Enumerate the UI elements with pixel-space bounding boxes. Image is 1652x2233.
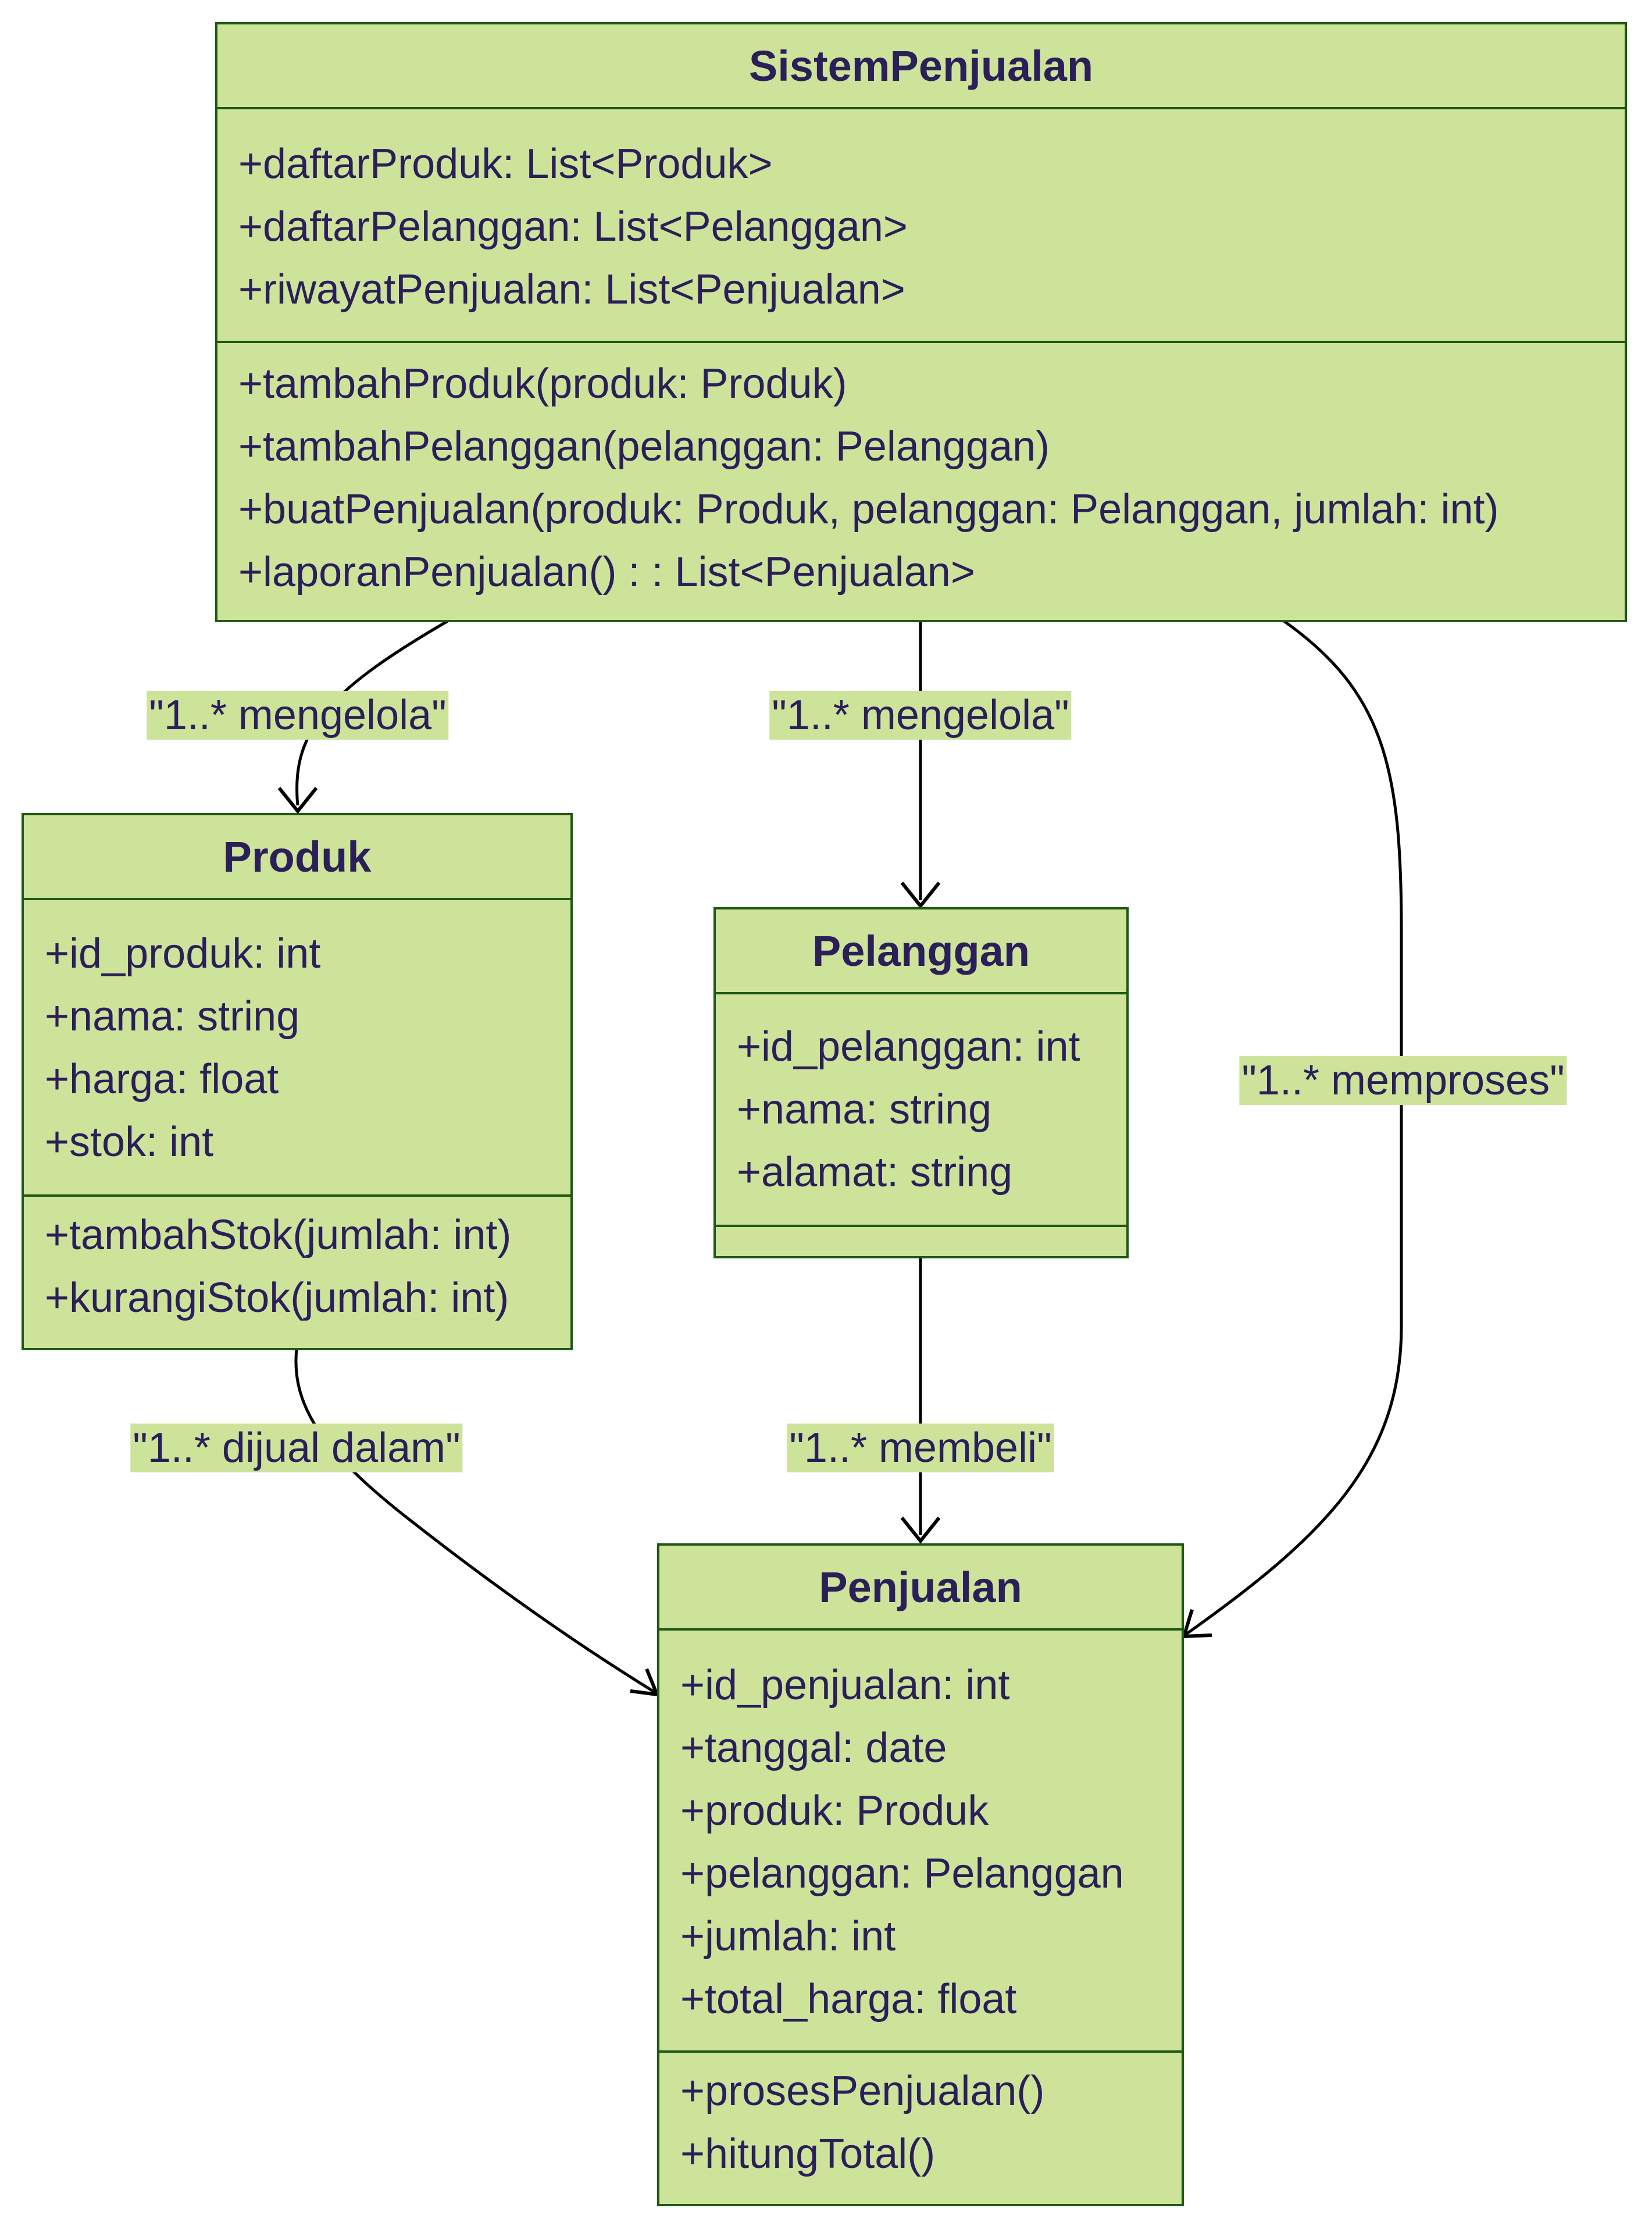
method: +laporanPenjualan() : : List<Penjualan> bbox=[238, 549, 975, 595]
attribute: +harga: float bbox=[45, 1056, 279, 1103]
attribute: +id_penjualan: int bbox=[680, 1662, 1010, 1708]
methods-section: +prosesPenjualan() +hitungTotal() bbox=[659, 2053, 1182, 2185]
attribute: +id_produk: int bbox=[45, 930, 321, 977]
arrowhead-produk bbox=[277, 787, 318, 814]
method: +buatPenjualan(produk: Produk, pelanggan… bbox=[238, 486, 1499, 533]
attribute: +total_harga: float bbox=[680, 1976, 1017, 2022]
attribute: +pelanggan: Pelanggan bbox=[680, 1850, 1124, 1897]
method: +prosesPenjualan() bbox=[680, 2068, 1045, 2114]
arrowhead-pelanggan bbox=[900, 882, 941, 909]
method: +tambahPelanggan(pelanggan: Pelanggan) bbox=[238, 423, 1050, 470]
edge-sistem-penjualan bbox=[1185, 619, 1403, 1636]
attribute: +id_pelanggan: int bbox=[737, 1023, 1080, 1070]
methods-section: +tambahProduk(produk: Produk) +tambahPel… bbox=[217, 343, 1625, 604]
label-produk-penjualan: "1..* dijual dalam" bbox=[130, 1424, 463, 1472]
class-name: SistemPenjualan bbox=[217, 24, 1625, 109]
attributes-section: +id_produk: int +nama: string +harga: fl… bbox=[24, 900, 570, 1197]
attribute: +jumlah: int bbox=[680, 1913, 896, 1960]
method: +tambahStok(jumlah: int) bbox=[45, 1212, 512, 1258]
attributes-section: +daftarProduk: List<Produk> +daftarPelan… bbox=[217, 109, 1625, 343]
attribute: +nama: string bbox=[45, 993, 300, 1040]
label-sistem-pelanggan: "1..* mengelola" bbox=[769, 691, 1072, 740]
class-produk: Produk +id_produk: int +nama: string +ha… bbox=[22, 813, 573, 1350]
method: +kurangiStok(jumlah: int) bbox=[45, 1275, 509, 1321]
attribute: +produk: Produk bbox=[680, 1788, 989, 1834]
method: +tambahProduk(produk: Produk) bbox=[238, 361, 847, 407]
attribute: +stok: int bbox=[45, 1119, 214, 1165]
attribute: +daftarPelanggan: List<Pelanggan> bbox=[238, 204, 908, 250]
class-sistem-penjualan: SistemPenjualan +daftarProduk: List<Prod… bbox=[215, 22, 1627, 622]
class-name: Pelanggan bbox=[716, 909, 1126, 994]
methods-section: +tambahStok(jumlah: int) +kurangiStok(ju… bbox=[24, 1197, 570, 1329]
edge-produk-penjualan bbox=[294, 1349, 656, 1694]
attribute: +nama: string bbox=[737, 1086, 992, 1133]
attribute: +tanggal: date bbox=[680, 1725, 947, 1771]
attributes-section: +id_penjualan: int +tanggal: date +produ… bbox=[659, 1631, 1182, 2053]
method: +hitungTotal() bbox=[680, 2131, 936, 2177]
class-name: Penjualan bbox=[659, 1546, 1182, 1631]
class-name: Produk bbox=[24, 815, 570, 900]
arrowhead-penjualan-top bbox=[900, 1517, 941, 1544]
arrowhead-penjualan-right bbox=[1181, 1609, 1212, 1639]
attribute: +daftarProduk: List<Produk> bbox=[238, 141, 773, 187]
attributes-section: +id_pelanggan: int +nama: string +alamat… bbox=[716, 994, 1126, 1227]
label-sistem-produk: "1..* mengelola" bbox=[147, 691, 449, 740]
attribute: +riwayatPenjualan: List<Penjualan> bbox=[238, 266, 905, 313]
attribute: +alamat: string bbox=[737, 1149, 1013, 1196]
class-penjualan: Penjualan +id_penjualan: int +tanggal: d… bbox=[657, 1543, 1184, 2206]
label-pelanggan-penjualan: "1..* membeli" bbox=[787, 1424, 1054, 1472]
label-sistem-penjualan: "1..* memproses" bbox=[1239, 1056, 1567, 1105]
class-pelanggan: Pelanggan +id_pelanggan: int +nama: stri… bbox=[713, 907, 1129, 1258]
